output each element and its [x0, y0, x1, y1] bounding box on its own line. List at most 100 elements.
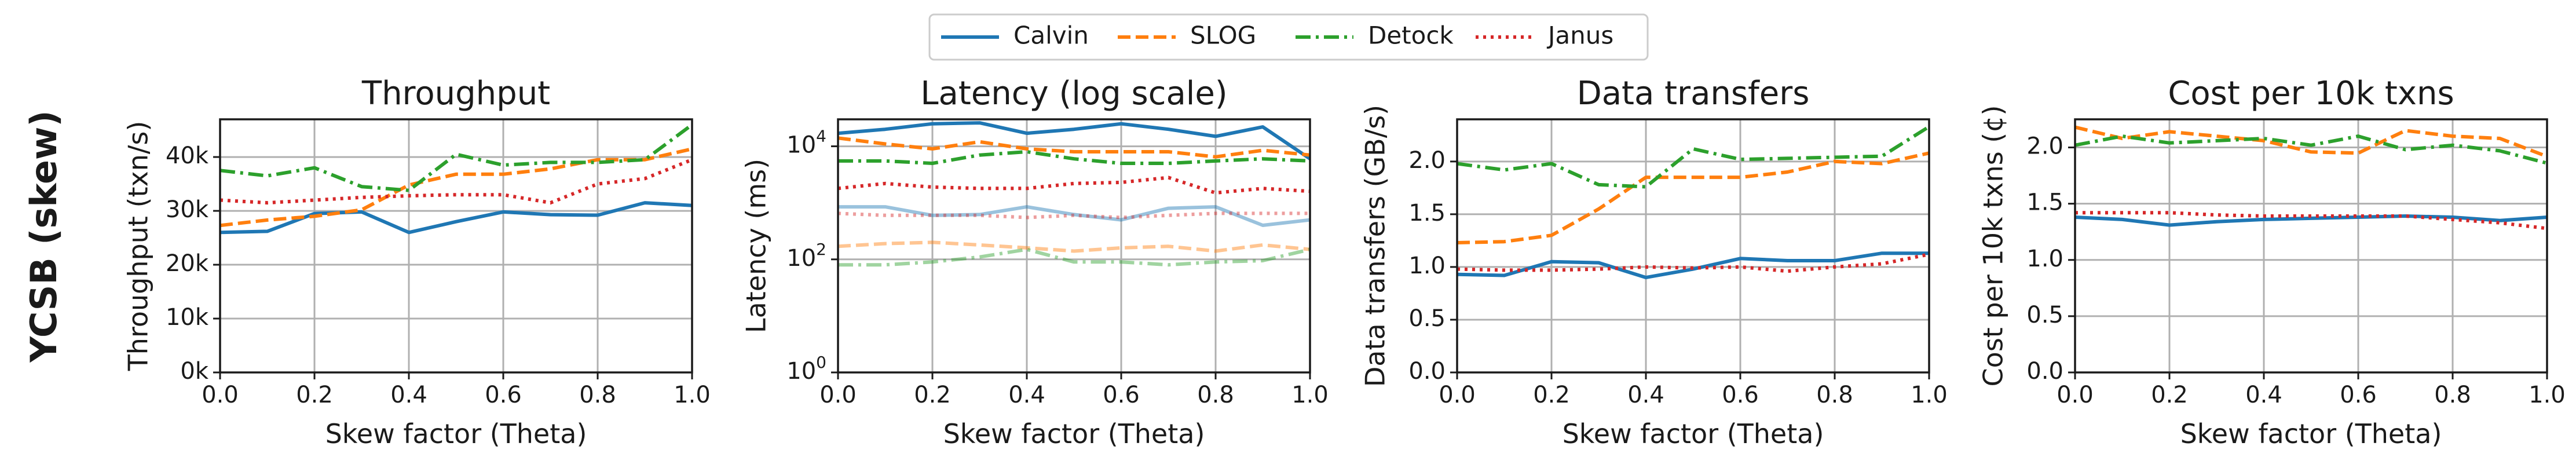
y-axis-label: Data transfers (GB/s) [1360, 105, 1391, 387]
legend-frame [928, 13, 1649, 61]
y-tick-label: 10k [166, 304, 209, 331]
x-tick-label: 0.0 [2057, 382, 2094, 408]
chart-panel-cost-per-10k-txns: 0.0 0.2 0.4 0.6 0.8 1.0 0.0 0.5 1.0 1.5 2.0 Cost pe… [1978, 75, 2566, 449]
legend-label-janus: Janus [1546, 21, 1613, 50]
x-tick-label: 0.6 [485, 382, 522, 408]
legend-entry-slog: SLOG [1118, 21, 1256, 50]
series-line-detock-secondary [838, 247, 1311, 267]
x-tick-label: 0.6 [1722, 382, 1759, 408]
y-tick-label: 100 [786, 353, 826, 385]
y-tick-label: 0.5 [1408, 305, 1446, 332]
y-tick-label: 1.5 [1408, 200, 1446, 226]
y-tick-label: 2.0 [2026, 133, 2063, 160]
series-line-janus-secondary [837, 211, 1310, 220]
chart-title: Data transfers [1577, 75, 1810, 112]
chart-panel-latency-log-scale: 0.0 0.2 0.4 0.6 0.8 1.0 100 102 104 Latency (log … [741, 75, 1329, 449]
y-tick-label: 1.5 [2026, 189, 2063, 216]
x-tick-label: 1.0 [2529, 382, 2566, 408]
chart-title: Latency (log scale) [920, 75, 1227, 112]
x-axis-label: Skew factor (Theta) [2180, 418, 2442, 449]
y-tick-label: 0.5 [2026, 302, 2063, 328]
y-tick-label: 2.0 [1408, 147, 1446, 174]
series-line-calvin [837, 121, 1311, 160]
legend-label-detock: Detock [1368, 21, 1454, 50]
y-tick-label: 104 [786, 127, 826, 159]
series-line-slog [1457, 151, 1930, 244]
x-tick-label: 0.0 [819, 382, 857, 408]
x-axis-label: Skew factor (Theta) [325, 418, 587, 449]
series-group [837, 121, 1311, 267]
x-tick-label: 0.2 [296, 382, 333, 408]
x-tick-label: 0.6 [1103, 382, 1140, 408]
series-line-slog [2074, 125, 2548, 158]
y-tick-label: 0.0 [1408, 358, 1446, 385]
x-tick-label: 0.6 [2340, 382, 2377, 408]
series-line-janus [219, 158, 693, 205]
legend-entry-janus: Janus [1476, 21, 1613, 50]
x-tick-label: 0.2 [1533, 382, 1570, 408]
grid [2074, 119, 2548, 374]
x-tick-label: 1.0 [1911, 382, 1948, 408]
legend-entry-calvin: Calvin [941, 21, 1089, 50]
axes-frame [1456, 118, 1930, 374]
y-tick-label: 30k [166, 196, 209, 223]
series-line-detock [219, 123, 693, 192]
y-tick-label: 0k [180, 358, 208, 385]
y-axis-label: Latency (ms) [741, 159, 772, 333]
grid [219, 119, 693, 374]
series-line-slog [837, 136, 1311, 159]
y-tick-label: 0.0 [2026, 358, 2063, 385]
x-tick-label: 0.4 [390, 382, 427, 408]
axes-frame [2074, 118, 2548, 374]
series-line-slog-secondary [837, 240, 1311, 253]
y-axis-label: Throughput (txn/s) [123, 121, 154, 372]
x-axis-label: Skew factor (Theta) [1563, 418, 1824, 449]
chart-title: Throughput [361, 75, 550, 112]
y-tick-label: 1.0 [1408, 253, 1446, 279]
series-line-detock [1457, 125, 1930, 189]
chart-panel-data-transfers: 0.0 0.2 0.4 0.6 0.8 1.0 0.0 0.5 1.0 1.5 2.0 Data tr… [1360, 75, 1948, 449]
chart-title: Cost per 10k txns [2168, 75, 2454, 112]
series-line-janus [837, 176, 1311, 195]
x-tick-label: 0.0 [1439, 382, 1476, 408]
series-line-janus [2075, 211, 2548, 231]
legend-label-calvin: Calvin [1013, 21, 1089, 50]
series-group [219, 123, 693, 235]
x-tick-label: 0.4 [1008, 382, 1045, 408]
series-group [1457, 125, 1930, 280]
x-tick-label: 0.8 [1197, 382, 1234, 408]
x-tick-label: 1.0 [674, 382, 711, 408]
x-tick-label: 1.0 [1291, 382, 1329, 408]
chart-panels: 0.0 0.2 0.4 0.6 0.8 1.0 0k 10k 20k 30k 40k Throughp… [123, 75, 2566, 449]
x-axis-label: Skew factor (Theta) [943, 418, 1205, 449]
series-group [2074, 125, 2548, 231]
series-line-detock [838, 150, 1311, 165]
series-line-calvin-secondary [838, 205, 1311, 227]
series-line-calvin [219, 201, 693, 235]
x-tick-label: 0.4 [1627, 382, 1664, 408]
series-line-slog [219, 147, 693, 228]
y-tick-label: 20k [166, 250, 209, 277]
x-tick-label: 0.8 [2434, 382, 2471, 408]
x-tick-label: 0.2 [2151, 382, 2188, 408]
legend-label-slog: SLOG [1190, 21, 1256, 50]
legend-entry-detock: Detock [1296, 21, 1454, 50]
series-line-janus [1457, 253, 1930, 273]
y-axis-label: Cost per 10k txns (¢) [1978, 105, 2009, 387]
legend: Calvin SLOG Detock Janus [928, 13, 1649, 61]
row-label: YCSB (skew) [23, 110, 65, 363]
x-tick-label: 0.8 [579, 382, 616, 408]
axes-frame [219, 118, 693, 374]
series-line-detock [2074, 134, 2548, 165]
grid [1456, 119, 1930, 374]
x-tick-label: 0.2 [914, 382, 951, 408]
x-tick-label: 0.8 [1816, 382, 1853, 408]
x-tick-label: 0.0 [202, 382, 239, 408]
x-tick-label: 0.4 [2245, 382, 2282, 408]
y-tick-label: 102 [786, 240, 826, 272]
chart-panel-throughput: 0.0 0.2 0.4 0.6 0.8 1.0 0k 10k 20k 30k 40k Throughp… [123, 75, 711, 449]
axes-frame [837, 118, 1311, 374]
series-line-calvin [2074, 214, 2548, 227]
y-tick-label: 40k [166, 142, 209, 169]
